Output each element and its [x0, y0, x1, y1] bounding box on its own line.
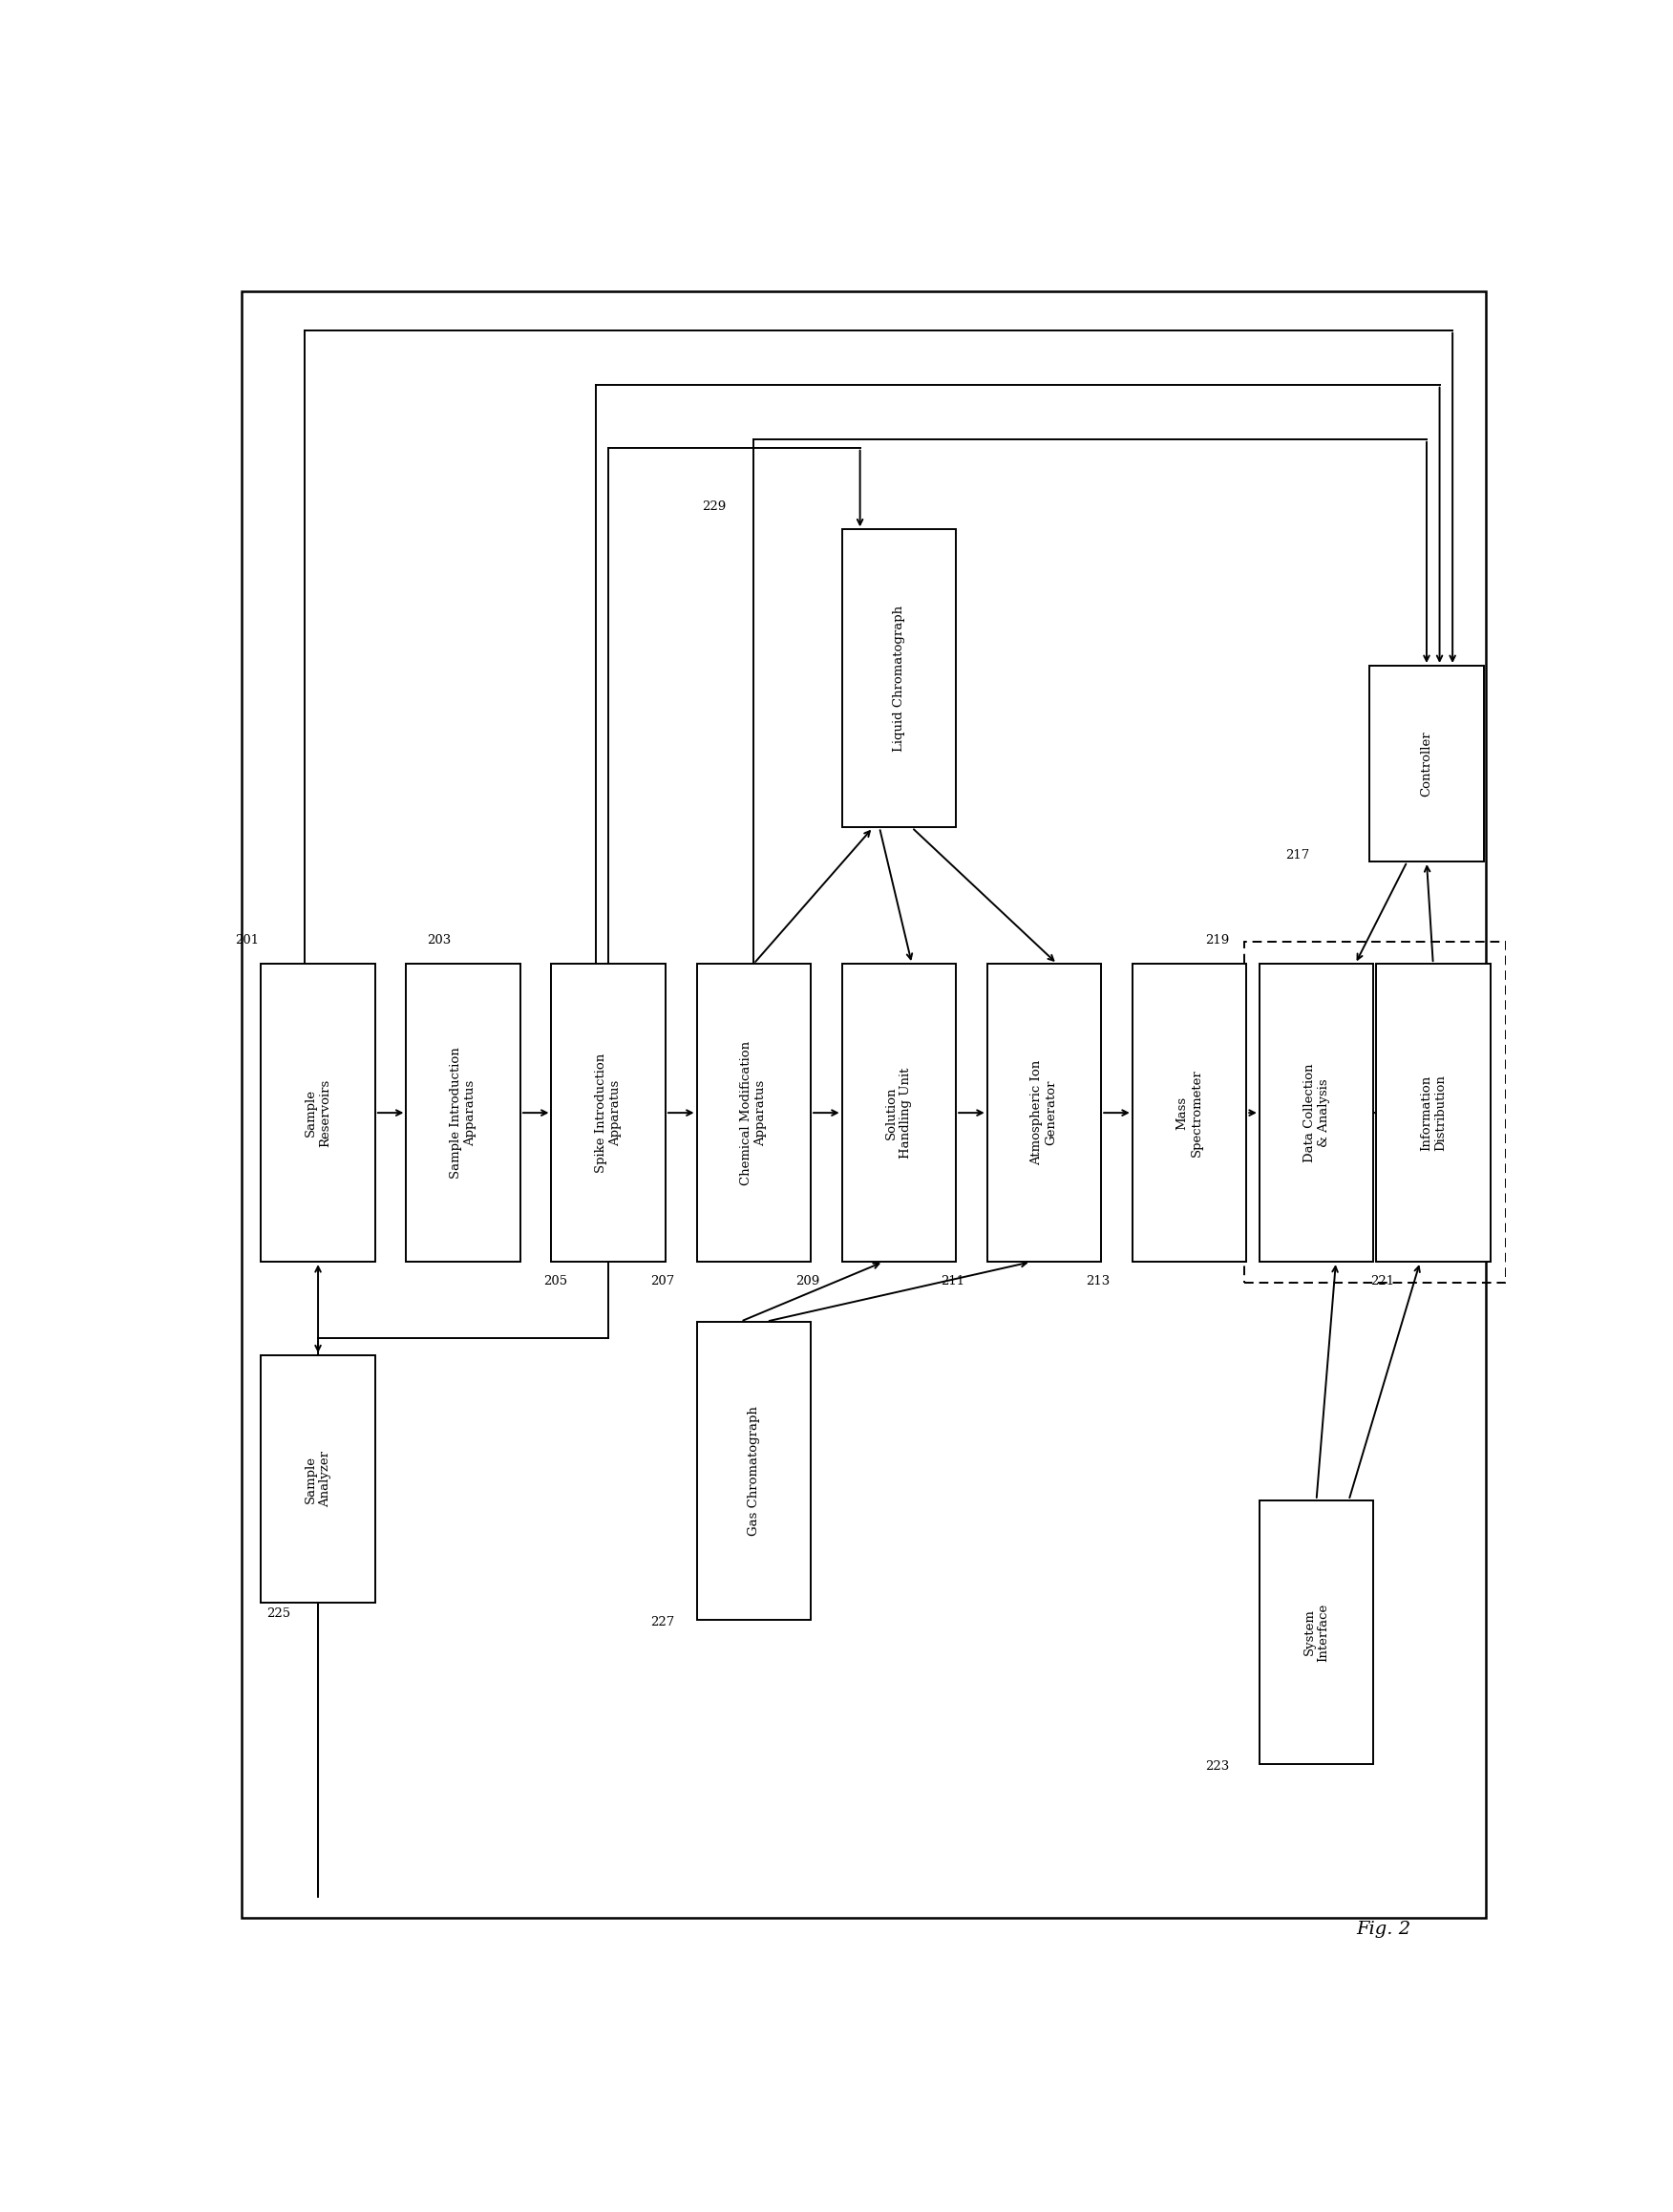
- Bar: [1133, 964, 1246, 1261]
- Text: Fig. 2: Fig. 2: [1357, 1920, 1410, 1938]
- Text: Information
Distribution: Information Distribution: [1420, 1075, 1447, 1150]
- Bar: [261, 1356, 375, 1601]
- Text: 221: 221: [1370, 1274, 1395, 1287]
- Bar: [696, 1321, 811, 1619]
- Text: 229: 229: [701, 500, 726, 513]
- Text: Liquid Chromatograph: Liquid Chromatograph: [893, 606, 905, 752]
- Text: Mass
Spectrometer: Mass Spectrometer: [1176, 1068, 1203, 1157]
- Text: Gas Chromatograph: Gas Chromatograph: [748, 1405, 760, 1535]
- Text: 217: 217: [1285, 849, 1310, 863]
- Text: 207: 207: [649, 1274, 674, 1287]
- Bar: [552, 964, 666, 1261]
- Bar: [842, 529, 955, 827]
- Text: Data Collection
& Analysis: Data Collection & Analysis: [1303, 1064, 1330, 1161]
- Text: Solution
Handling Unit: Solution Handling Unit: [885, 1066, 912, 1159]
- Bar: [1375, 964, 1491, 1261]
- Bar: [407, 964, 520, 1261]
- Text: 225: 225: [266, 1608, 289, 1619]
- Text: Sample
Analyzer: Sample Analyzer: [304, 1451, 331, 1506]
- Bar: [1243, 942, 1506, 1283]
- Text: 205: 205: [544, 1274, 567, 1287]
- Text: 213: 213: [1086, 1274, 1109, 1287]
- Bar: [696, 964, 811, 1261]
- Text: Controller: Controller: [1420, 730, 1432, 796]
- Bar: [987, 964, 1101, 1261]
- Bar: [1260, 1500, 1374, 1765]
- Text: 227: 227: [649, 1615, 674, 1628]
- Text: 219: 219: [1205, 933, 1230, 947]
- Text: 211: 211: [940, 1274, 964, 1287]
- Text: Sample Introduction
Apparatus: Sample Introduction Apparatus: [450, 1046, 477, 1179]
- Text: 223: 223: [1205, 1761, 1230, 1772]
- Text: 203: 203: [427, 933, 452, 947]
- Text: 209: 209: [795, 1274, 820, 1287]
- Text: 201: 201: [234, 933, 259, 947]
- Bar: [842, 964, 955, 1261]
- Text: Spike Introduction
Apparatus: Spike Introduction Apparatus: [596, 1053, 622, 1172]
- Bar: [1260, 964, 1374, 1261]
- Bar: [1370, 666, 1484, 863]
- Bar: [261, 964, 375, 1261]
- Text: Sample
Reservoirs: Sample Reservoirs: [304, 1079, 331, 1146]
- Text: System
Interface: System Interface: [1303, 1604, 1330, 1661]
- Text: Atmospheric Ion
Generator: Atmospheric Ion Generator: [1031, 1060, 1057, 1166]
- Text: Chemical Modification
Apparatus: Chemical Modification Apparatus: [741, 1040, 766, 1186]
